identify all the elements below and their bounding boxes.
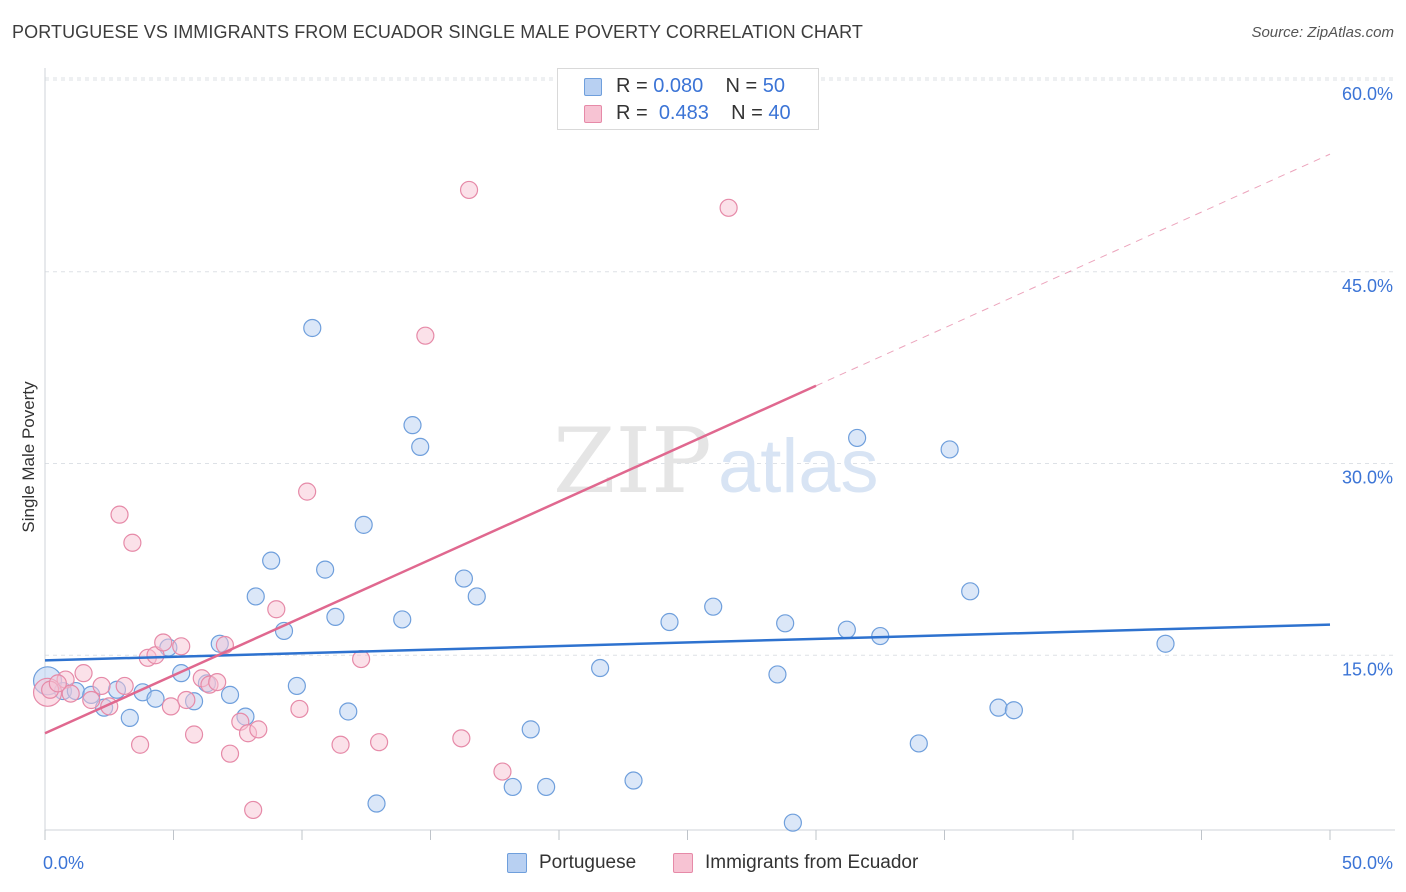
x-axis-ticks [44, 830, 1331, 840]
watermark: ZIP atlas [553, 409, 879, 514]
stats-r-value: 0.080 [653, 75, 704, 97]
stats-swatch-portuguese [584, 78, 602, 96]
ecuador-point [298, 482, 317, 501]
ecuador-point [416, 326, 435, 345]
portuguese-point [521, 720, 540, 739]
portuguese-point [287, 676, 306, 696]
ecuador-point [130, 735, 150, 754]
ecuador-point [220, 744, 240, 763]
portuguese-point [393, 610, 412, 629]
ecuador-point [370, 733, 389, 752]
ecuador-point [331, 735, 350, 754]
stats-r-value: 0.483 [658, 102, 709, 124]
portuguese-point [339, 702, 358, 721]
portuguese-point [220, 685, 240, 704]
ecuador-point [493, 762, 512, 781]
portuguese-point [503, 777, 522, 797]
portuguese-point [783, 813, 802, 832]
portuguese-point [961, 582, 980, 601]
portuguese-point [262, 551, 281, 570]
portuguese-point [326, 607, 345, 627]
portuguese-point [704, 597, 723, 616]
portuguese-point [537, 777, 556, 797]
ecuador-trend-line [44, 384, 817, 735]
legend-label-ecuador: Immigrants from Ecuador [705, 852, 919, 873]
ecuador-point [48, 674, 67, 693]
y-tick-label: 15.0% [1342, 659, 1393, 679]
portuguese-point [940, 440, 959, 459]
portuguese-point [776, 614, 795, 633]
stats-r-label: R = [616, 75, 648, 97]
ecuador-point [452, 729, 471, 748]
ecuador-point [184, 725, 204, 744]
portuguese-point [146, 689, 165, 708]
stats-n-label: N = [725, 75, 758, 97]
portuguese-point [454, 569, 474, 588]
ecuador-point [719, 198, 738, 217]
ecuador-point [110, 505, 129, 524]
portuguese-point [467, 587, 486, 606]
ecuador-point [352, 649, 371, 669]
ecuador-point [267, 600, 286, 619]
y-axis-tick-labels: 15.0% 30.0% 45.0% 60.0% [1342, 84, 1393, 679]
ecuador-point [161, 697, 181, 716]
ecuador-point [459, 180, 479, 200]
grid-lines [45, 77, 1395, 656]
portuguese-point [367, 794, 386, 813]
x-tick-label-min: 0.0% [43, 853, 84, 873]
series-legend: Portuguese Immigrants from Ecuador [0, 852, 1406, 876]
x-tick-label-max: 50.0% [1342, 853, 1393, 873]
ecuador-point [208, 672, 227, 692]
portuguese-point [624, 771, 643, 790]
portuguese-point [1156, 634, 1175, 653]
portuguese-point [120, 708, 139, 727]
stats-n-value: 40 [768, 102, 791, 124]
ecuador-point [172, 637, 191, 656]
ecuador-point [154, 633, 173, 652]
portuguese-point [909, 734, 928, 753]
legend-swatch-ecuador [673, 853, 693, 873]
ecuador-point [92, 676, 111, 696]
ecuador-point [115, 676, 134, 696]
ecuador-point [244, 800, 263, 820]
stats-legend: R = 0.080 N = 50 R = 0.483 N = 40 [557, 68, 819, 130]
ecuador-trend-extension [815, 153, 1331, 387]
portuguese-point [848, 428, 867, 448]
portuguese-trend-line [44, 623, 1331, 662]
ecuador-point [177, 690, 196, 710]
stats-swatch-ecuador [584, 105, 602, 123]
y-tick-label: 60.0% [1342, 84, 1393, 104]
portuguese-point [316, 560, 335, 579]
y-tick-label: 30.0% [1342, 468, 1393, 488]
y-axis-title: Single Male Poverty [19, 381, 38, 533]
legend-label-portuguese: Portuguese [539, 852, 637, 873]
portuguese-point [411, 437, 430, 456]
trend-lines [44, 153, 1331, 735]
watermark-zip: ZIP [553, 409, 712, 514]
portuguese-point [403, 416, 422, 435]
legend-swatch-portuguese [507, 853, 527, 873]
portuguese-point [354, 515, 373, 534]
portuguese-point [303, 318, 322, 338]
ecuador-point [123, 533, 142, 552]
ecuador-point [74, 664, 93, 683]
ecuador-point [249, 720, 268, 739]
stats-n-label: N = [731, 102, 763, 124]
portuguese-point [768, 665, 787, 684]
portuguese-point [660, 612, 679, 632]
portuguese-point [591, 658, 610, 678]
portuguese-point [989, 698, 1008, 717]
ecuador-point [61, 684, 80, 703]
source-label: Source: ZipAtlas.com [1251, 24, 1394, 41]
stats-r-label: R = [616, 102, 648, 124]
portuguese-point [246, 587, 265, 606]
ecuador-point [290, 699, 309, 719]
portuguese-point [1004, 701, 1023, 720]
stats-n-value: 50 [762, 75, 786, 97]
ecuador-point [82, 690, 101, 710]
portuguese-point [837, 620, 856, 639]
y-tick-label: 45.0% [1342, 276, 1393, 296]
chart-title: PORTUGUESE VS IMMIGRANTS FROM ECUADOR SI… [12, 22, 863, 42]
